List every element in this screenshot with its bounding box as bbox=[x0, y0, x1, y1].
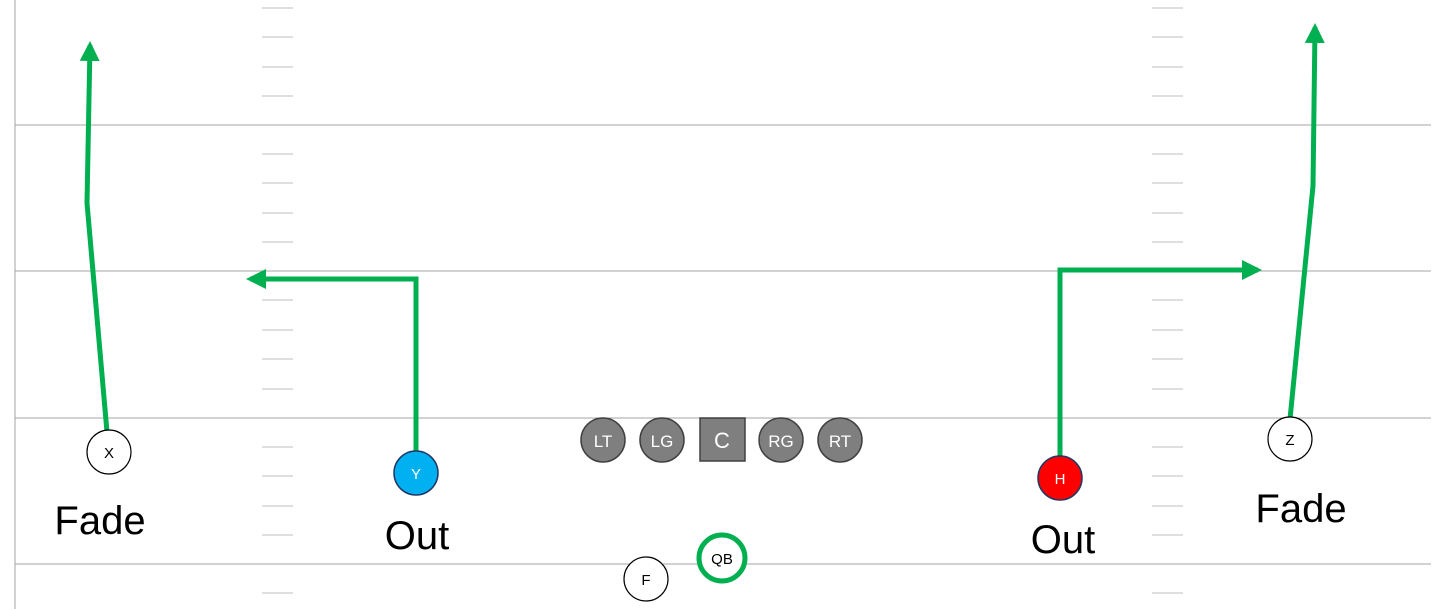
receiver-h: H bbox=[1037, 455, 1083, 501]
route-x-fade bbox=[79, 41, 110, 433]
lineman-rt-label: RT bbox=[829, 432, 851, 451]
hash-marks-left bbox=[262, 7, 293, 594]
lineman-lt: LT bbox=[580, 417, 626, 463]
route-label-h: Out bbox=[1031, 518, 1095, 562]
center-label: C bbox=[714, 428, 730, 453]
route-label-x: Fade bbox=[54, 499, 145, 543]
offensive-line: LT LG C RG RT bbox=[580, 417, 863, 463]
center: C bbox=[699, 417, 746, 462]
quarterback: QB bbox=[696, 532, 748, 584]
lineman-rt: RT bbox=[817, 417, 863, 463]
receiver-y-label: Y bbox=[411, 466, 421, 483]
lineman-lg: LG bbox=[639, 417, 685, 463]
route-y-out bbox=[246, 269, 419, 460]
route-z-fade bbox=[1287, 23, 1325, 420]
route-label-y: Out bbox=[385, 514, 449, 558]
fullback-f: F bbox=[623, 556, 669, 602]
route-h-out bbox=[1057, 260, 1262, 459]
quarterback-label: QB bbox=[711, 551, 733, 568]
receiver-x-label: X bbox=[104, 445, 114, 462]
field-lines bbox=[14, 0, 1431, 609]
fullback-f-label: F bbox=[641, 572, 650, 589]
receiver-h-label: H bbox=[1055, 471, 1066, 488]
lineman-rg: RG bbox=[758, 417, 804, 463]
receiver-z: Z bbox=[1267, 416, 1313, 462]
receiver-y: Y bbox=[393, 450, 439, 496]
lineman-lg-label: LG bbox=[651, 432, 674, 451]
receiver-x: X bbox=[86, 429, 132, 475]
lineman-rg-label: RG bbox=[768, 432, 794, 451]
lineman-lt-label: LT bbox=[594, 432, 613, 451]
hash-marks-right bbox=[1152, 7, 1183, 594]
receiver-z-label: Z bbox=[1285, 432, 1294, 449]
route-label-z: Fade bbox=[1255, 487, 1346, 531]
routes bbox=[79, 23, 1325, 460]
